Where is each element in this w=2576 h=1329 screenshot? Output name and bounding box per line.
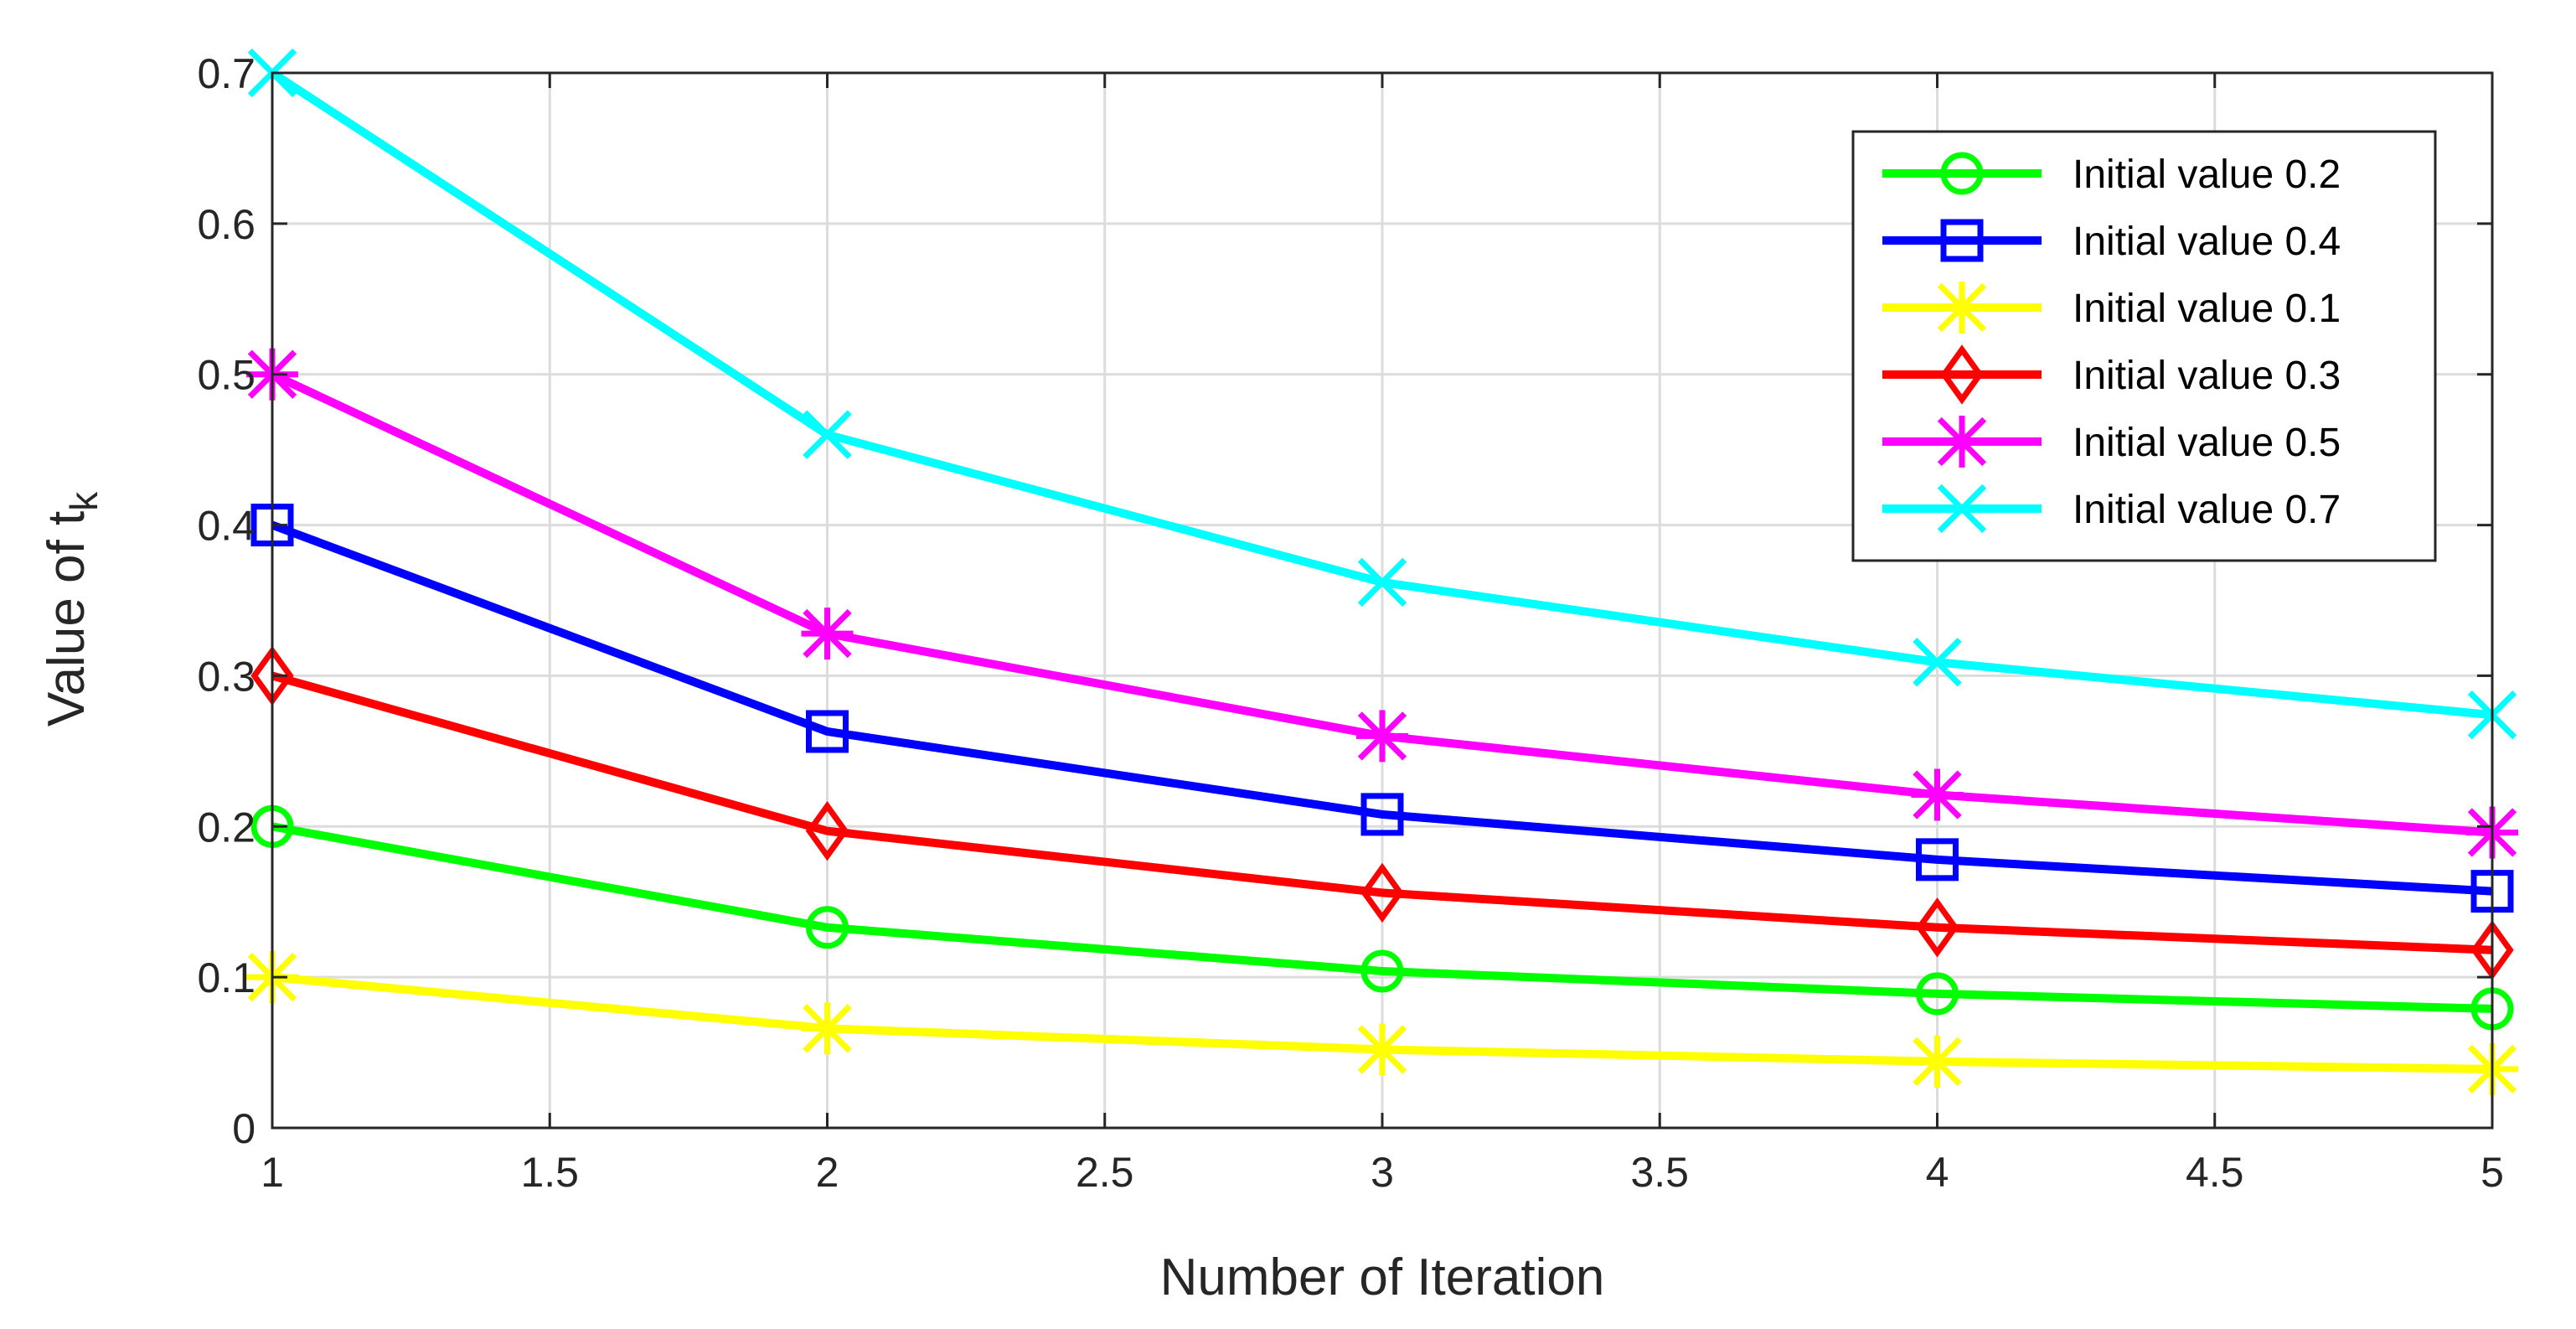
marker-asterisk — [1356, 1023, 1408, 1076]
marker-square — [1940, 219, 1984, 262]
marker-circle — [1360, 949, 1404, 993]
x-tick-label: 4 — [1926, 1149, 1949, 1196]
legend-label: Initial value 0.7 — [2073, 488, 2341, 532]
x-axis-label: Number of Iteration — [1160, 1249, 1605, 1306]
series-line — [271, 822, 2493, 1013]
marker-diamond — [1915, 897, 1959, 958]
y-tick-label: 0.2 — [197, 804, 256, 851]
x-tick-label: 2 — [816, 1149, 839, 1196]
marker-square — [806, 710, 849, 753]
marker-square — [1360, 793, 1404, 836]
marker-asterisk — [1936, 416, 1988, 468]
marker-x — [1937, 484, 1987, 534]
axes: 1 1.5 2 2.5 3 3.5 4 4.5 5 0 0.1 0.2 0.3 0.4 0.5 0.6 0.7 — [197, 50, 2503, 1196]
marker-x — [1357, 557, 1407, 608]
marker-circle — [1940, 152, 1984, 195]
x-tick-label: 4.5 — [2186, 1149, 2244, 1196]
y-axis-label: Value of tk — [38, 491, 106, 727]
legend-label: Initial value 0.5 — [2073, 421, 2341, 465]
y-tick-label: 0.6 — [197, 201, 256, 248]
legend-box — [1851, 130, 2437, 562]
y-axis-label-subscript: k — [62, 491, 106, 511]
legend-label: Initial value 0.2 — [2073, 153, 2341, 197]
series-line — [271, 671, 2493, 954]
marker-circle — [1916, 972, 1959, 1016]
y-tick-label: 0.1 — [197, 954, 256, 1001]
x-tick-label: 2.5 — [1076, 1149, 1134, 1196]
legend-label: Initial value 0.3 — [2073, 354, 2341, 398]
x-tick-label: 1 — [261, 1149, 284, 1196]
marker-diamond — [805, 800, 849, 861]
y-tick-label: 0.7 — [197, 50, 256, 97]
marker-asterisk — [1356, 710, 1408, 763]
y-tick-label: 0 — [232, 1105, 256, 1152]
marker-circle — [806, 906, 849, 949]
x-tick-label: 3 — [1371, 1149, 1394, 1196]
marker-asterisk — [1936, 282, 1988, 334]
marker-x — [1913, 638, 1962, 687]
marker-x — [803, 410, 852, 459]
marker-asterisk — [1911, 1035, 1964, 1088]
marker-diamond — [1940, 344, 1984, 405]
x-tick-label: 3.5 — [1630, 1149, 1689, 1196]
y-tick-label: 0.5 — [197, 352, 256, 399]
legend-label: Initial value 0.4 — [2073, 220, 2341, 264]
legend: Initial value 0.2 Initial value 0.4 Initia… — [1851, 130, 2437, 562]
marker-asterisk — [1911, 768, 1964, 821]
y-axis-label-main: Value of t — [38, 511, 96, 727]
marker-square — [1916, 838, 1959, 882]
marker-asterisk — [801, 1002, 854, 1055]
y-tick-label: 0.3 — [197, 653, 256, 700]
series-line — [271, 520, 2493, 896]
x-tick-label: 1.5 — [520, 1149, 579, 1196]
x-tick-label: 5 — [2480, 1149, 2504, 1196]
marker-asterisk — [801, 608, 854, 660]
legend-label: Initial value 0.1 — [2073, 287, 2341, 331]
y-tick-label: 0.4 — [197, 503, 256, 550]
marker-diamond — [1360, 862, 1404, 923]
